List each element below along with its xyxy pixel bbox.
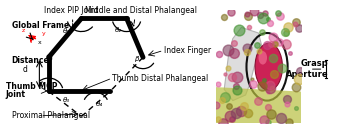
Ellipse shape	[255, 43, 283, 91]
Text: Proximal Phalangeal: Proximal Phalangeal	[12, 111, 90, 120]
Text: x: x	[37, 40, 41, 45]
Text: Joint: Joint	[6, 90, 26, 99]
Text: Middle and Distal Phalangeal: Middle and Distal Phalangeal	[85, 6, 197, 15]
Text: Grasp
Aperture: Grasp Aperture	[286, 59, 328, 79]
Text: θ₄: θ₄	[96, 101, 102, 107]
Text: z: z	[22, 28, 25, 32]
Polygon shape	[224, 27, 263, 101]
Text: Thumb MCP: Thumb MCP	[6, 82, 57, 91]
Text: Global Frame: Global Frame	[12, 21, 69, 30]
Text: θ₃: θ₃	[62, 97, 70, 103]
Text: d: d	[23, 65, 28, 74]
Text: β: β	[134, 56, 138, 62]
Text: Thumb Distal Phalangeal: Thumb Distal Phalangeal	[112, 74, 208, 83]
Text: Distance: Distance	[12, 56, 49, 65]
Text: θ₂: θ₂	[115, 27, 122, 33]
Text: y: y	[41, 31, 45, 36]
Polygon shape	[216, 87, 301, 123]
Text: θ₁: θ₁	[62, 28, 70, 34]
Text: Index Finger: Index Finger	[164, 46, 211, 55]
Text: Index PIP Joint: Index PIP Joint	[44, 6, 98, 15]
Ellipse shape	[258, 51, 267, 65]
